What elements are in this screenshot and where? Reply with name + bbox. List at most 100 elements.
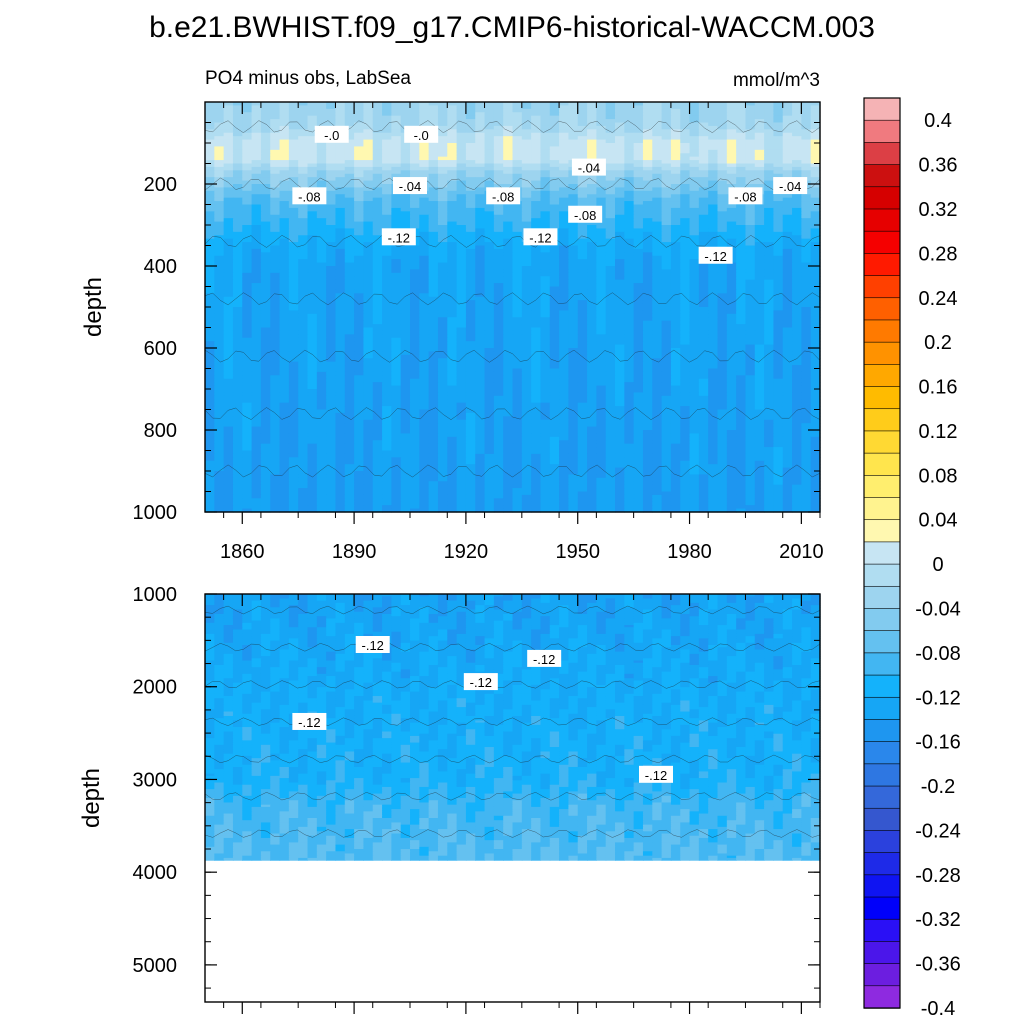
field-cell xyxy=(382,163,392,168)
field-cell xyxy=(428,211,439,216)
field-cell xyxy=(400,293,411,298)
field-cell xyxy=(354,149,365,154)
field-cell xyxy=(801,119,812,124)
field-cell xyxy=(288,218,299,223)
field-cell xyxy=(288,354,299,359)
field-cell xyxy=(344,235,355,240)
field-cell xyxy=(745,102,756,107)
field-cell xyxy=(214,225,225,230)
field-cell xyxy=(801,211,812,216)
field-cell xyxy=(493,221,504,226)
field-cell xyxy=(624,139,635,144)
field-cell xyxy=(270,303,281,308)
field-cell xyxy=(372,276,383,281)
field-cell xyxy=(549,211,560,216)
field-cell xyxy=(493,108,504,113)
field-cell xyxy=(363,173,374,178)
field-cell xyxy=(344,341,355,346)
field-cell xyxy=(782,262,793,267)
field-cell xyxy=(782,228,793,233)
field-cell xyxy=(577,317,588,322)
field-cell xyxy=(512,160,523,165)
field-cell xyxy=(605,324,616,329)
field-cell xyxy=(363,119,374,124)
field-cell xyxy=(531,221,542,226)
field-cell xyxy=(242,163,253,168)
field-cell xyxy=(642,143,653,148)
field-cell xyxy=(661,177,672,182)
field-cell xyxy=(568,283,579,288)
field-cell xyxy=(615,252,625,257)
field-cell xyxy=(670,276,681,281)
field-cell xyxy=(372,337,383,342)
field-cell xyxy=(605,166,616,171)
field-cell xyxy=(624,310,635,315)
field-cell xyxy=(465,334,476,339)
field-cell xyxy=(587,313,597,318)
field-cell xyxy=(782,330,793,335)
field-cell xyxy=(493,300,504,305)
field-cell xyxy=(596,334,607,339)
field-cell xyxy=(792,143,802,148)
field-cell xyxy=(708,313,719,318)
field-cell xyxy=(232,330,243,335)
field-cell xyxy=(307,112,318,117)
field-cell xyxy=(754,252,765,257)
field-cell xyxy=(540,156,551,161)
field-cell xyxy=(661,214,672,219)
field-cell xyxy=(624,351,635,356)
field-cell xyxy=(335,146,346,151)
field-cell xyxy=(782,197,793,202)
field-cell xyxy=(773,170,784,175)
field-cell xyxy=(773,225,784,230)
field-cell xyxy=(736,262,747,267)
field-cell xyxy=(205,119,215,124)
field-cell xyxy=(447,252,458,257)
field-cell xyxy=(205,177,215,182)
field-cell xyxy=(689,180,700,185)
field-cell xyxy=(670,344,681,349)
field-cell xyxy=(782,289,793,294)
field-cell xyxy=(605,115,616,120)
field-cell xyxy=(493,225,504,230)
field-cell xyxy=(559,102,570,107)
field-cell xyxy=(316,112,327,117)
field-cell xyxy=(335,358,346,363)
field-cell xyxy=(661,166,672,171)
field-cell xyxy=(736,259,747,264)
field-cell xyxy=(801,259,812,264)
field-cell xyxy=(288,303,299,308)
field-cell xyxy=(726,166,737,171)
field-cell xyxy=(773,255,784,260)
field-cell xyxy=(260,125,271,130)
field-cell xyxy=(456,214,467,219)
field-cell xyxy=(419,143,430,148)
field-cell xyxy=(223,190,234,195)
field-cell xyxy=(288,228,299,233)
field-cell xyxy=(708,197,719,202)
field-cell xyxy=(307,344,318,349)
top-subtitle-left: PO4 minus obs, LabSea xyxy=(205,68,411,89)
field-cell xyxy=(642,184,653,189)
field-cell xyxy=(316,211,327,216)
field-cell xyxy=(615,344,625,349)
field-cell xyxy=(382,218,392,223)
field-cell xyxy=(773,330,784,335)
field-cell xyxy=(335,119,346,124)
field-cell xyxy=(596,245,607,250)
field-cell xyxy=(559,143,570,148)
field-cell xyxy=(410,300,420,305)
field-cell xyxy=(372,102,383,107)
field-cell xyxy=(335,211,346,216)
field-cell xyxy=(447,289,458,294)
field-cell xyxy=(223,300,234,305)
field-cell xyxy=(242,132,253,137)
field-cell xyxy=(456,348,467,353)
field-cell xyxy=(801,146,812,151)
field-cell xyxy=(456,289,467,294)
field-cell xyxy=(531,313,542,318)
field-cell xyxy=(717,221,728,226)
field-cell xyxy=(335,310,346,315)
field-cell xyxy=(428,228,439,233)
field-cell xyxy=(670,201,681,206)
